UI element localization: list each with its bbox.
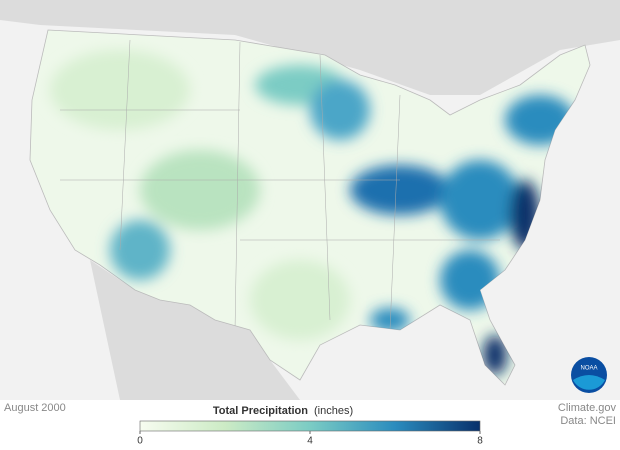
legend-title: Total Precipitation (213, 405, 308, 417)
credit: Data: NCEI (560, 415, 616, 427)
legend-unit: (inches) (314, 405, 353, 417)
mexico (90, 260, 300, 400)
logo-text: NOAA (580, 366, 597, 372)
credit: Climate.gov (558, 402, 617, 414)
colorbar (139, 420, 481, 432)
noaa-logo: NOAA (571, 357, 607, 393)
state-borders (60, 39, 500, 331)
colorbar-tick-label: 0 (137, 436, 143, 447)
caption: August 2000 (4, 402, 66, 414)
canada (0, 0, 620, 95)
precip-field (50, 50, 575, 375)
colorbar-tick-label: 8 (477, 436, 483, 447)
colorbar-tick-label: 4 (307, 436, 313, 447)
